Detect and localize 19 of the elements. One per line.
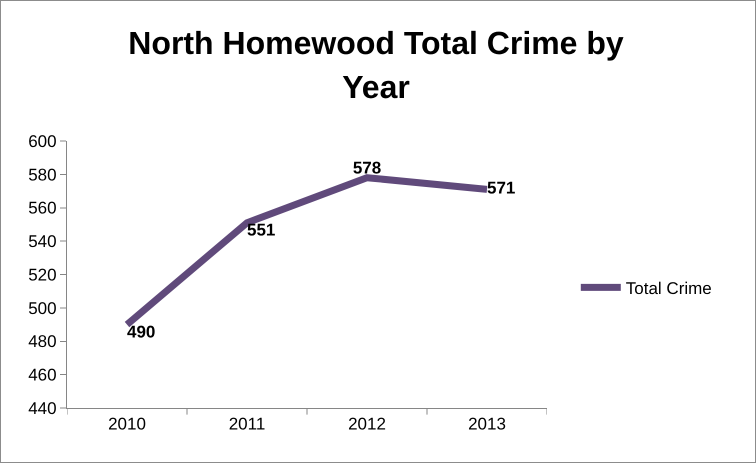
y-tick-label: 460	[28, 366, 57, 385]
x-tick-label: 2012	[348, 414, 386, 434]
y-tick-label: 560	[28, 198, 57, 218]
x-tick-label: 2011	[228, 414, 266, 434]
y-tick-label: 600	[28, 132, 57, 151]
data-label: 571	[487, 178, 516, 198]
data-label: 578	[352, 158, 382, 178]
y-tick-label: 540	[28, 232, 57, 252]
y-tick-label: 580	[28, 165, 57, 184]
x-tick-label: 2010	[108, 414, 146, 434]
x-tick-label: 2013	[468, 414, 506, 434]
data-label: 551	[247, 220, 276, 240]
y-tick-label: 500	[28, 298, 57, 318]
data-label: 490	[127, 322, 156, 342]
chart-title: North Homewood Total Crime by Year	[127, 24, 625, 107]
y-tick-label: 480	[28, 332, 57, 352]
legend-label: Total Crime	[626, 279, 712, 298]
y-tick-label: 520	[28, 265, 57, 284]
y-tick-label: 440	[28, 398, 57, 418]
